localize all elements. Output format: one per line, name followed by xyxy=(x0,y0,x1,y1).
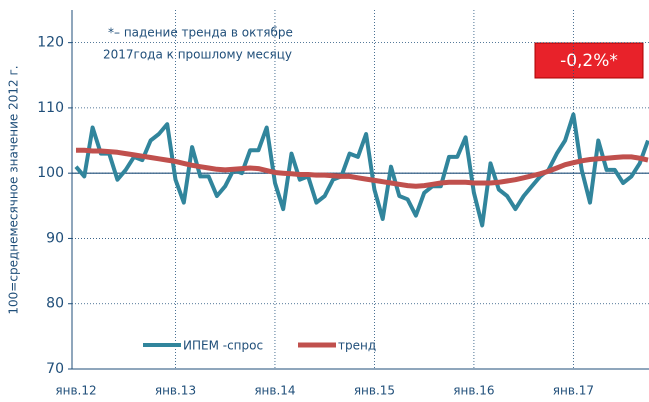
annotation: 2017года к прошлому месяцу xyxy=(103,48,292,62)
series-line xyxy=(76,147,649,189)
callout: -0,2%* xyxy=(560,51,618,71)
legend-label: тренд xyxy=(338,339,376,353)
x-tick-label: янв.12 xyxy=(55,384,96,398)
legend-label: ИПЕМ -спрос xyxy=(183,339,263,353)
callout-box xyxy=(534,42,644,79)
annotation: *– падение тренда в октябре xyxy=(108,26,293,40)
series-line xyxy=(74,112,649,228)
x-tick-label: янв.13 xyxy=(155,384,196,398)
y-tick-label: 90 xyxy=(46,230,64,246)
x-tick-label: янв.16 xyxy=(453,384,494,398)
y-axis-label: 100=среднемесячное значение 2012 г. xyxy=(7,65,21,314)
y-tick-label: 110 xyxy=(37,100,64,116)
y-tick-label: 70 xyxy=(46,361,64,377)
y-tick-label: 80 xyxy=(46,296,64,312)
y-tick-label: 120 xyxy=(37,35,64,51)
plot-area xyxy=(74,112,649,228)
x-tick-label: янв.15 xyxy=(354,384,395,398)
x-tick-label: янв.14 xyxy=(254,384,295,398)
x-tick-label: янв.17 xyxy=(553,384,594,398)
y-tick-label: 100 xyxy=(37,165,64,181)
